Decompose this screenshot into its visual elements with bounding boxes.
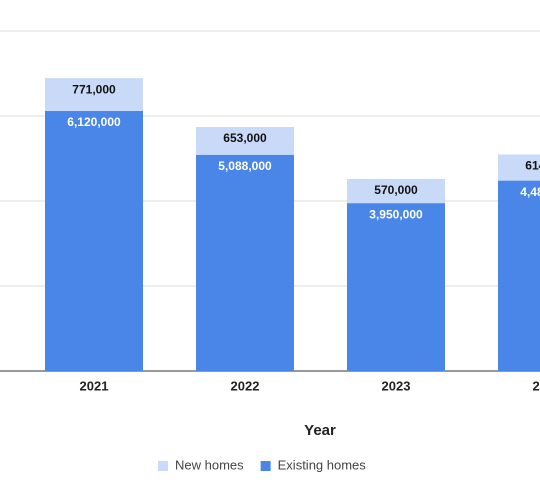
bar-segment	[45, 78, 143, 111]
data-label: 6,120,000	[67, 115, 121, 129]
x-tick-label: 2022	[231, 378, 260, 393]
bar-segment	[498, 154, 540, 181]
legend-label: New homes	[175, 457, 244, 472]
data-label: 5,088,000	[218, 159, 272, 173]
legend-swatch	[260, 461, 271, 471]
data-label: 771,000	[72, 82, 116, 96]
bar-segment	[45, 110, 143, 372]
data-label: 3,950,000	[369, 207, 423, 221]
x-tick-label: 2024	[533, 378, 540, 393]
data-label: 570,000	[374, 183, 418, 197]
legend-swatch	[158, 461, 168, 471]
data-label: 4,480,000	[520, 185, 540, 199]
x-axis-label: Year	[304, 422, 336, 439]
bar-segment	[347, 178, 445, 204]
bar-segment	[498, 180, 540, 371]
legend-label: Existing homes	[278, 457, 367, 472]
bar-segment	[196, 127, 294, 155]
bar-segment	[347, 203, 445, 371]
data-label: 653,000	[223, 131, 267, 145]
x-tick-label: 2023	[382, 378, 411, 393]
data-label: 614,000	[525, 159, 540, 173]
bar-segment	[196, 154, 294, 371]
x-tick-label: 2021	[80, 378, 109, 393]
